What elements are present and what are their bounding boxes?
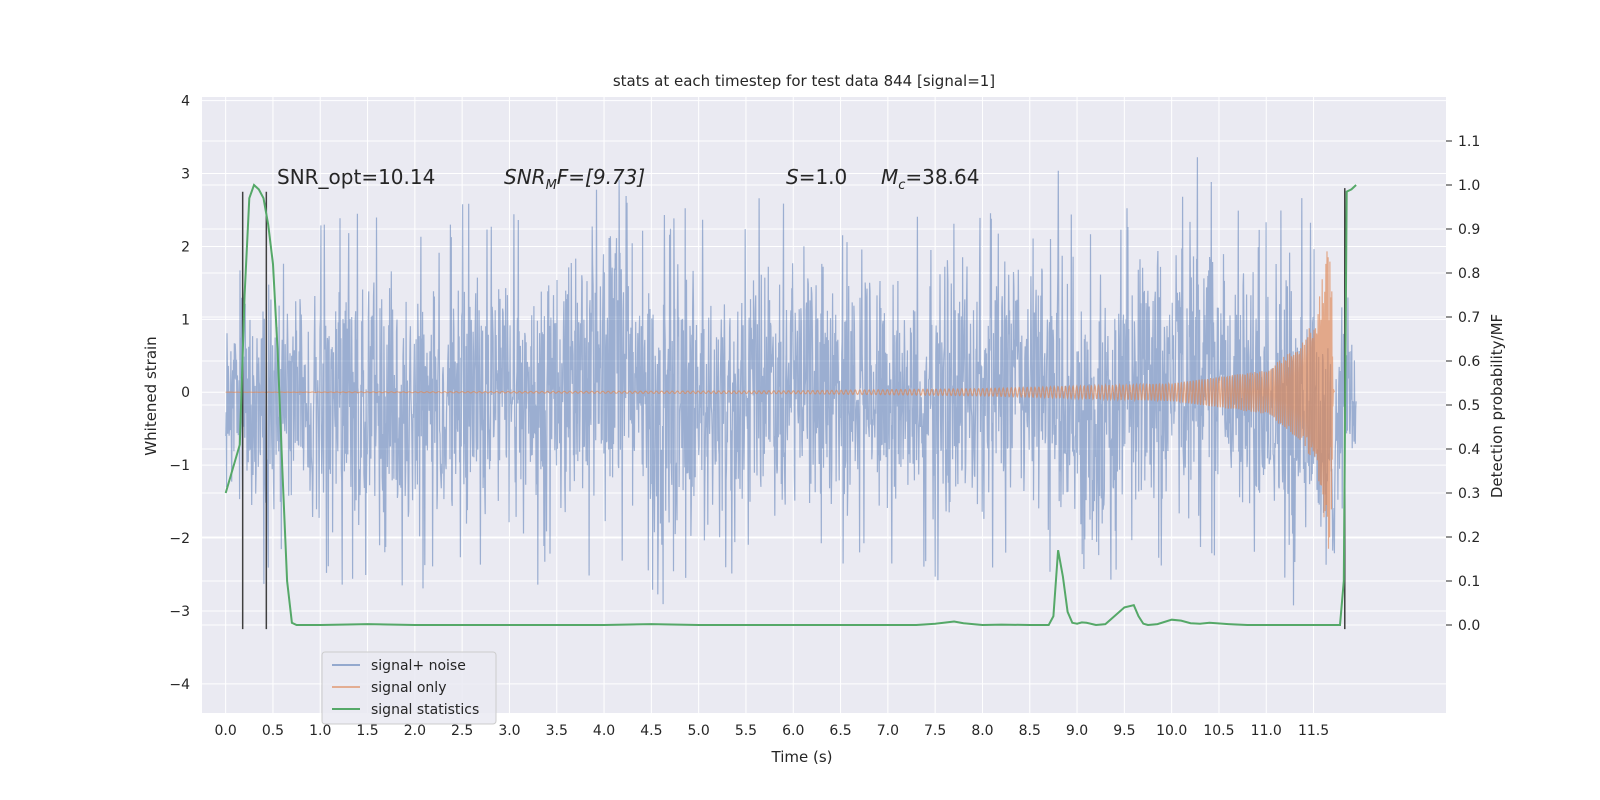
x-tick-label: 2.5 xyxy=(451,723,473,739)
y-right-tick-label: 0.8 xyxy=(1458,266,1480,282)
y-axis-ticks: −4 −3 −2 −1 0 1 2 3 4 xyxy=(169,94,190,693)
x-tick-label: 9.0 xyxy=(1066,723,1088,739)
y-tick-label: 1 xyxy=(181,312,190,328)
x-tick-label: 7.5 xyxy=(924,723,946,739)
x-tick-label: 3.0 xyxy=(498,723,520,739)
annotation-mc-sub: c xyxy=(898,178,905,193)
annotation-snr-mf-base: SNR xyxy=(504,165,546,189)
x-tick-label: 7.0 xyxy=(877,723,899,739)
x-tick-label: 5.5 xyxy=(735,723,757,739)
signal-noise-line xyxy=(225,157,1357,606)
y-axis-label: Whitened strain xyxy=(142,336,160,455)
signal-statistics-line xyxy=(224,183,1357,627)
annotations: SNR_opt=10.14 SNRMF=[9.73] S=1.0 Mc=38.6… xyxy=(277,165,979,193)
y-tick-label: 3 xyxy=(181,167,190,183)
annotation-mc-base: M xyxy=(881,165,898,189)
y-right-tick-label: 0.5 xyxy=(1458,398,1480,414)
annotation-snr-opt: SNR_opt=10.14 xyxy=(277,165,435,189)
y-right-tick-label: 0.3 xyxy=(1458,486,1480,502)
annotation-mc: Mc=38.64 xyxy=(881,165,979,193)
x-tick-label: 6.0 xyxy=(782,723,804,739)
signal-noise-series xyxy=(225,157,1357,606)
y-tick-label: 4 xyxy=(181,94,190,110)
y-right-tick-label: 0.6 xyxy=(1458,354,1480,370)
y-tick-label: −4 xyxy=(169,677,190,693)
x-tick-label: 11.0 xyxy=(1251,723,1282,739)
x-tick-label: 6.5 xyxy=(829,723,851,739)
x-tick-label: 0.0 xyxy=(215,723,237,739)
y-right-axis-label: Detection probability/MF xyxy=(1488,314,1506,498)
x-tick-label: 4.0 xyxy=(593,723,615,739)
y-right-tick-label: 0.0 xyxy=(1458,618,1480,634)
y-right-axis-ticks: 0.0 0.1 0.2 0.3 0.4 0.5 0.6 0.7 0.8 0.9 1.0 1.1 xyxy=(1446,134,1480,634)
legend-box xyxy=(321,651,497,725)
signal-only-series xyxy=(225,251,1335,549)
y-tick-label: 0 xyxy=(181,385,190,401)
x-tick-label: 1.5 xyxy=(356,723,378,739)
y-tick-label: −1 xyxy=(169,458,190,474)
y-right-tick-label: 0.7 xyxy=(1458,310,1480,326)
x-tick-label: 10.5 xyxy=(1203,723,1234,739)
x-tick-label: 8.5 xyxy=(1019,723,1041,739)
x-tick-label: 2.0 xyxy=(404,723,426,739)
signal-only-line xyxy=(225,251,1335,549)
y-tick-label: 2 xyxy=(181,239,190,255)
annotation-mc-value: =38.64 xyxy=(905,165,979,189)
y-right-tick-label: 1.0 xyxy=(1458,178,1480,194)
signal-statistics-series xyxy=(224,183,1357,627)
chart-title: stats at each timestep for test data 844… xyxy=(613,72,995,90)
x-tick-label: 10.0 xyxy=(1156,723,1187,739)
x-tick-label: 9.5 xyxy=(1113,723,1135,739)
annotation-s: S=1.0 xyxy=(786,165,847,189)
annotation-snr-mf-sub: M xyxy=(546,178,557,193)
x-tick-label: 5.0 xyxy=(688,723,710,739)
y-tick-label: −2 xyxy=(169,531,190,547)
x-tick-label: 0.5 xyxy=(262,723,284,739)
y-right-tick-label: 1.1 xyxy=(1458,134,1480,150)
x-axis-ticks: 0.0 0.5 1.0 1.5 2.0 2.5 3.0 3.5 4.0 4.5 5.0 5.5 6.0 6… xyxy=(215,723,1330,739)
x-tick-label: 11.5 xyxy=(1298,723,1329,739)
annotation-snr-mf-rest: F=[9.73] xyxy=(557,165,645,189)
annotation-snr-mf: SNRMF=[9.73] xyxy=(504,165,645,193)
x-axis-label: Time (s) xyxy=(771,748,833,766)
annotation-s-value: =1.0 xyxy=(799,165,848,189)
x-tick-label: 8.0 xyxy=(971,723,993,739)
legend: signal+ noise signal only signal statist… xyxy=(321,651,497,725)
y-right-tick-label: 0.9 xyxy=(1458,222,1480,238)
legend-label-signal-only: signal only xyxy=(371,680,446,696)
y-tick-label: −3 xyxy=(169,604,190,620)
x-tick-label: 1.0 xyxy=(309,723,331,739)
y-right-tick-label: 0.1 xyxy=(1458,574,1480,590)
y-right-tick-label: 0.4 xyxy=(1458,442,1480,458)
y-right-tick-label: 0.2 xyxy=(1458,530,1480,546)
x-tick-label: 4.5 xyxy=(640,723,662,739)
legend-label-signal-statistics: signal statistics xyxy=(371,702,479,718)
x-tick-label: 3.5 xyxy=(546,723,568,739)
legend-label-signal-noise: signal+ noise xyxy=(371,658,466,674)
annotation-s-symbol: S xyxy=(786,165,799,189)
